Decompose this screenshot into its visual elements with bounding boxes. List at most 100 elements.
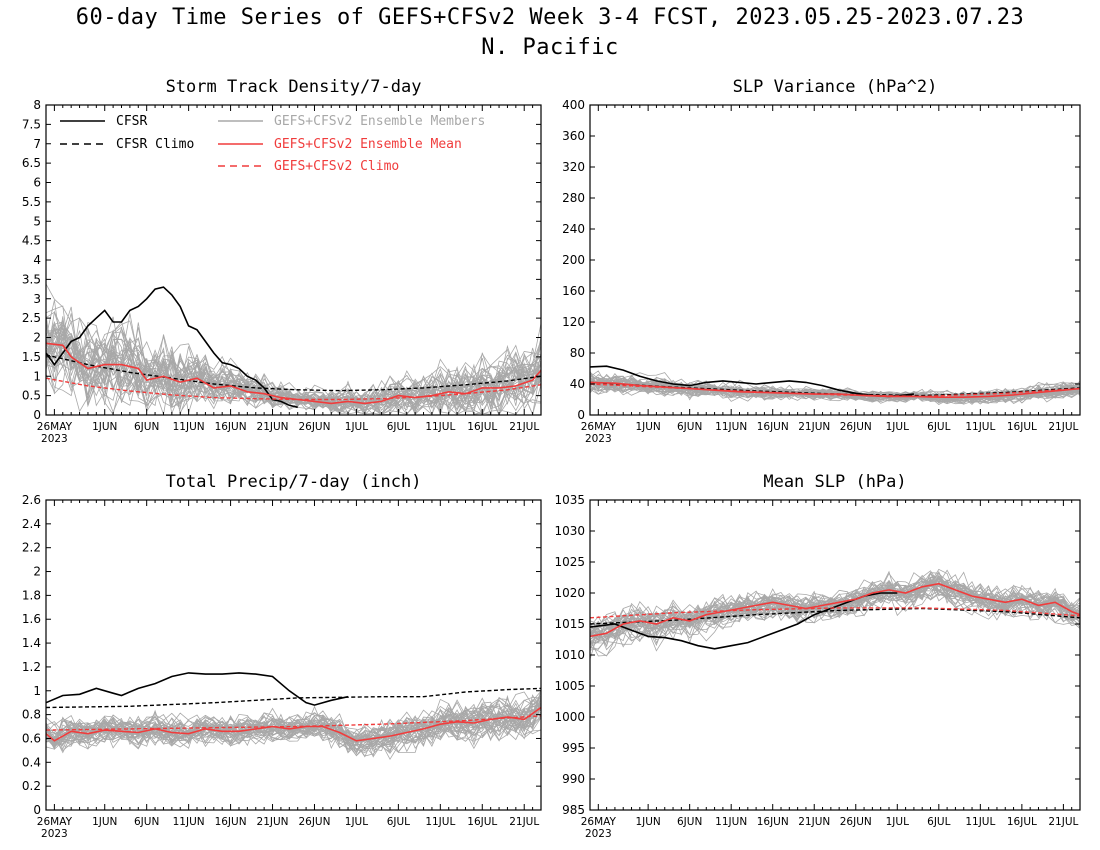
y-tick-label: 5.5 [22, 195, 41, 209]
x-tick-label: 11JUN [173, 421, 205, 433]
y-tick-label: 1010 [554, 648, 585, 662]
y-tick-label: 360 [562, 129, 585, 143]
panel-3: Total Precip/7-day (inch)00.20.40.60.811… [22, 472, 542, 840]
x-tick-label: 21JUN [257, 816, 289, 828]
x-tick-label: 26JUN [840, 816, 872, 828]
plot-area [46, 672, 541, 760]
x-tick-label: 26MAY [37, 816, 73, 828]
x-tick-label: 1JUN [635, 816, 660, 828]
member-line [590, 384, 1080, 402]
x-tick-label: 16JUN [757, 816, 789, 828]
x-tick-label: 16JUL [467, 816, 497, 828]
panel-title: SLP Variance (hPa^2) [733, 77, 938, 97]
panel-2: SLP Variance (hPa^2) 0 40 80 120 160 200 240 280… [562, 77, 1081, 445]
y-tick-label: 2.4 [22, 517, 41, 531]
y-tick-label: 1005 [554, 679, 585, 693]
y-tick-label: 1020 [554, 586, 585, 600]
x-tick-label: 1JUL [886, 421, 909, 433]
legend-label: GEFS+CFSv2 Ensemble Mean [274, 137, 462, 152]
y-tick-label: 0 [33, 803, 41, 817]
y-tick-label: 2 [33, 565, 41, 579]
x-tick-label: 21JUL [509, 816, 539, 828]
plot-area [590, 568, 1080, 660]
ensemble-members [46, 283, 541, 415]
x-tick-label: 21JUN [257, 421, 289, 433]
member-line [590, 372, 1080, 401]
member-line [46, 342, 541, 415]
gefs-cfsv2-climo-line [590, 607, 1080, 619]
y-tick-label: 1.5 [22, 350, 41, 364]
member-line [46, 327, 541, 415]
y-tick-label: 995 [562, 741, 585, 755]
member-line [590, 572, 1080, 625]
y-tick-label: 0 [577, 408, 585, 422]
x-tick-label: 21JUN [798, 421, 830, 433]
y-tick-label: 200 [562, 253, 585, 267]
y-tick-label: 1 [33, 369, 41, 383]
gefs-cfsv2-climo-line [590, 383, 1080, 398]
gefs-cfsv2-ensemble-mean-line [590, 582, 1080, 638]
y-tick-label: 320 [562, 160, 585, 174]
x-tick-label: 26MAY [581, 421, 617, 433]
panel-4: Mean SLP (hPa) 985 990 995 1000 1005 1010 1015 1… [554, 472, 1081, 840]
x-tick-label: 1JUN [635, 421, 660, 433]
x-tick-label: 1JUN [92, 816, 117, 828]
gefs-cfsv2-ensemble-mean-line [590, 381, 1080, 399]
x-tick-label: 16JUN [215, 421, 247, 433]
member-line [590, 577, 1080, 640]
cfsr-climo-line [590, 607, 1080, 625]
plot-area [590, 365, 1080, 405]
plot-area [46, 283, 541, 415]
y-tick-label: 5 [33, 214, 41, 228]
x-tick-label: 1JUL [345, 421, 368, 433]
y-tick-label: 1.4 [22, 636, 41, 650]
y-tick-label: 160 [562, 284, 585, 298]
x-tick-label: 1JUL [886, 816, 909, 828]
y-tick-label: 6 [33, 176, 41, 190]
x-year-label: 2023 [41, 433, 68, 445]
gefs-cfsv2-climo-line [46, 715, 541, 731]
y-tick-label: 8 [33, 98, 41, 112]
x-tick-label: 11JUL [965, 816, 995, 828]
y-tick-label: 2.5 [22, 311, 41, 325]
y-tick-label: 990 [562, 772, 585, 786]
y-tick-label: 0.8 [22, 708, 41, 722]
main-subtitle: N. Pacific [481, 35, 619, 60]
y-tick-label: 2.6 [22, 493, 41, 507]
y-tick-label: 0 [33, 408, 41, 422]
y-tick-label: 1.2 [22, 660, 41, 674]
x-tick-label: 21JUL [1048, 421, 1078, 433]
x-tick-label: 1JUL [345, 816, 368, 828]
y-tick-label: 0.2 [22, 779, 41, 793]
y-tick-label: 400 [562, 98, 585, 112]
y-tick-label: 4.5 [22, 234, 41, 248]
y-tick-label: 240 [562, 222, 585, 236]
panel-title: Storm Track Density/7-day [166, 77, 422, 97]
y-tick-label: 1 [33, 684, 41, 698]
y-tick-label: 80 [570, 346, 585, 360]
x-tick-label: 16JUL [1007, 816, 1037, 828]
panel-1: Storm Track Density/7-day 0 0.5 1 1.5 2 2.5 3 3.… [22, 77, 542, 445]
x-tick-label: 26JUN [298, 816, 330, 828]
y-tick-label: 1000 [554, 710, 585, 724]
y-tick-label: 985 [562, 803, 585, 817]
member-line [590, 585, 1080, 657]
y-tick-label: 40 [570, 377, 585, 391]
y-tick-label: 2.2 [22, 541, 41, 555]
member-line [46, 698, 541, 748]
x-year-label: 2023 [585, 433, 612, 445]
plot-frame [589, 499, 1081, 811]
x-tick-label: 26MAY [581, 816, 617, 828]
x-tick-label: 16JUN [215, 816, 247, 828]
y-tick-label: 120 [562, 315, 585, 329]
x-tick-label: 6JUL [387, 816, 410, 828]
member-line [590, 573, 1080, 637]
y-tick-label: 3 [33, 292, 41, 306]
x-tick-label: 16JUN [757, 421, 789, 433]
cfsr-line [590, 592, 898, 650]
legend-label: CFSR Climo [116, 137, 194, 152]
x-tick-label: 21JUL [509, 421, 539, 433]
x-tick-label: 26MAY [37, 421, 73, 433]
cfsr-line [46, 672, 349, 706]
